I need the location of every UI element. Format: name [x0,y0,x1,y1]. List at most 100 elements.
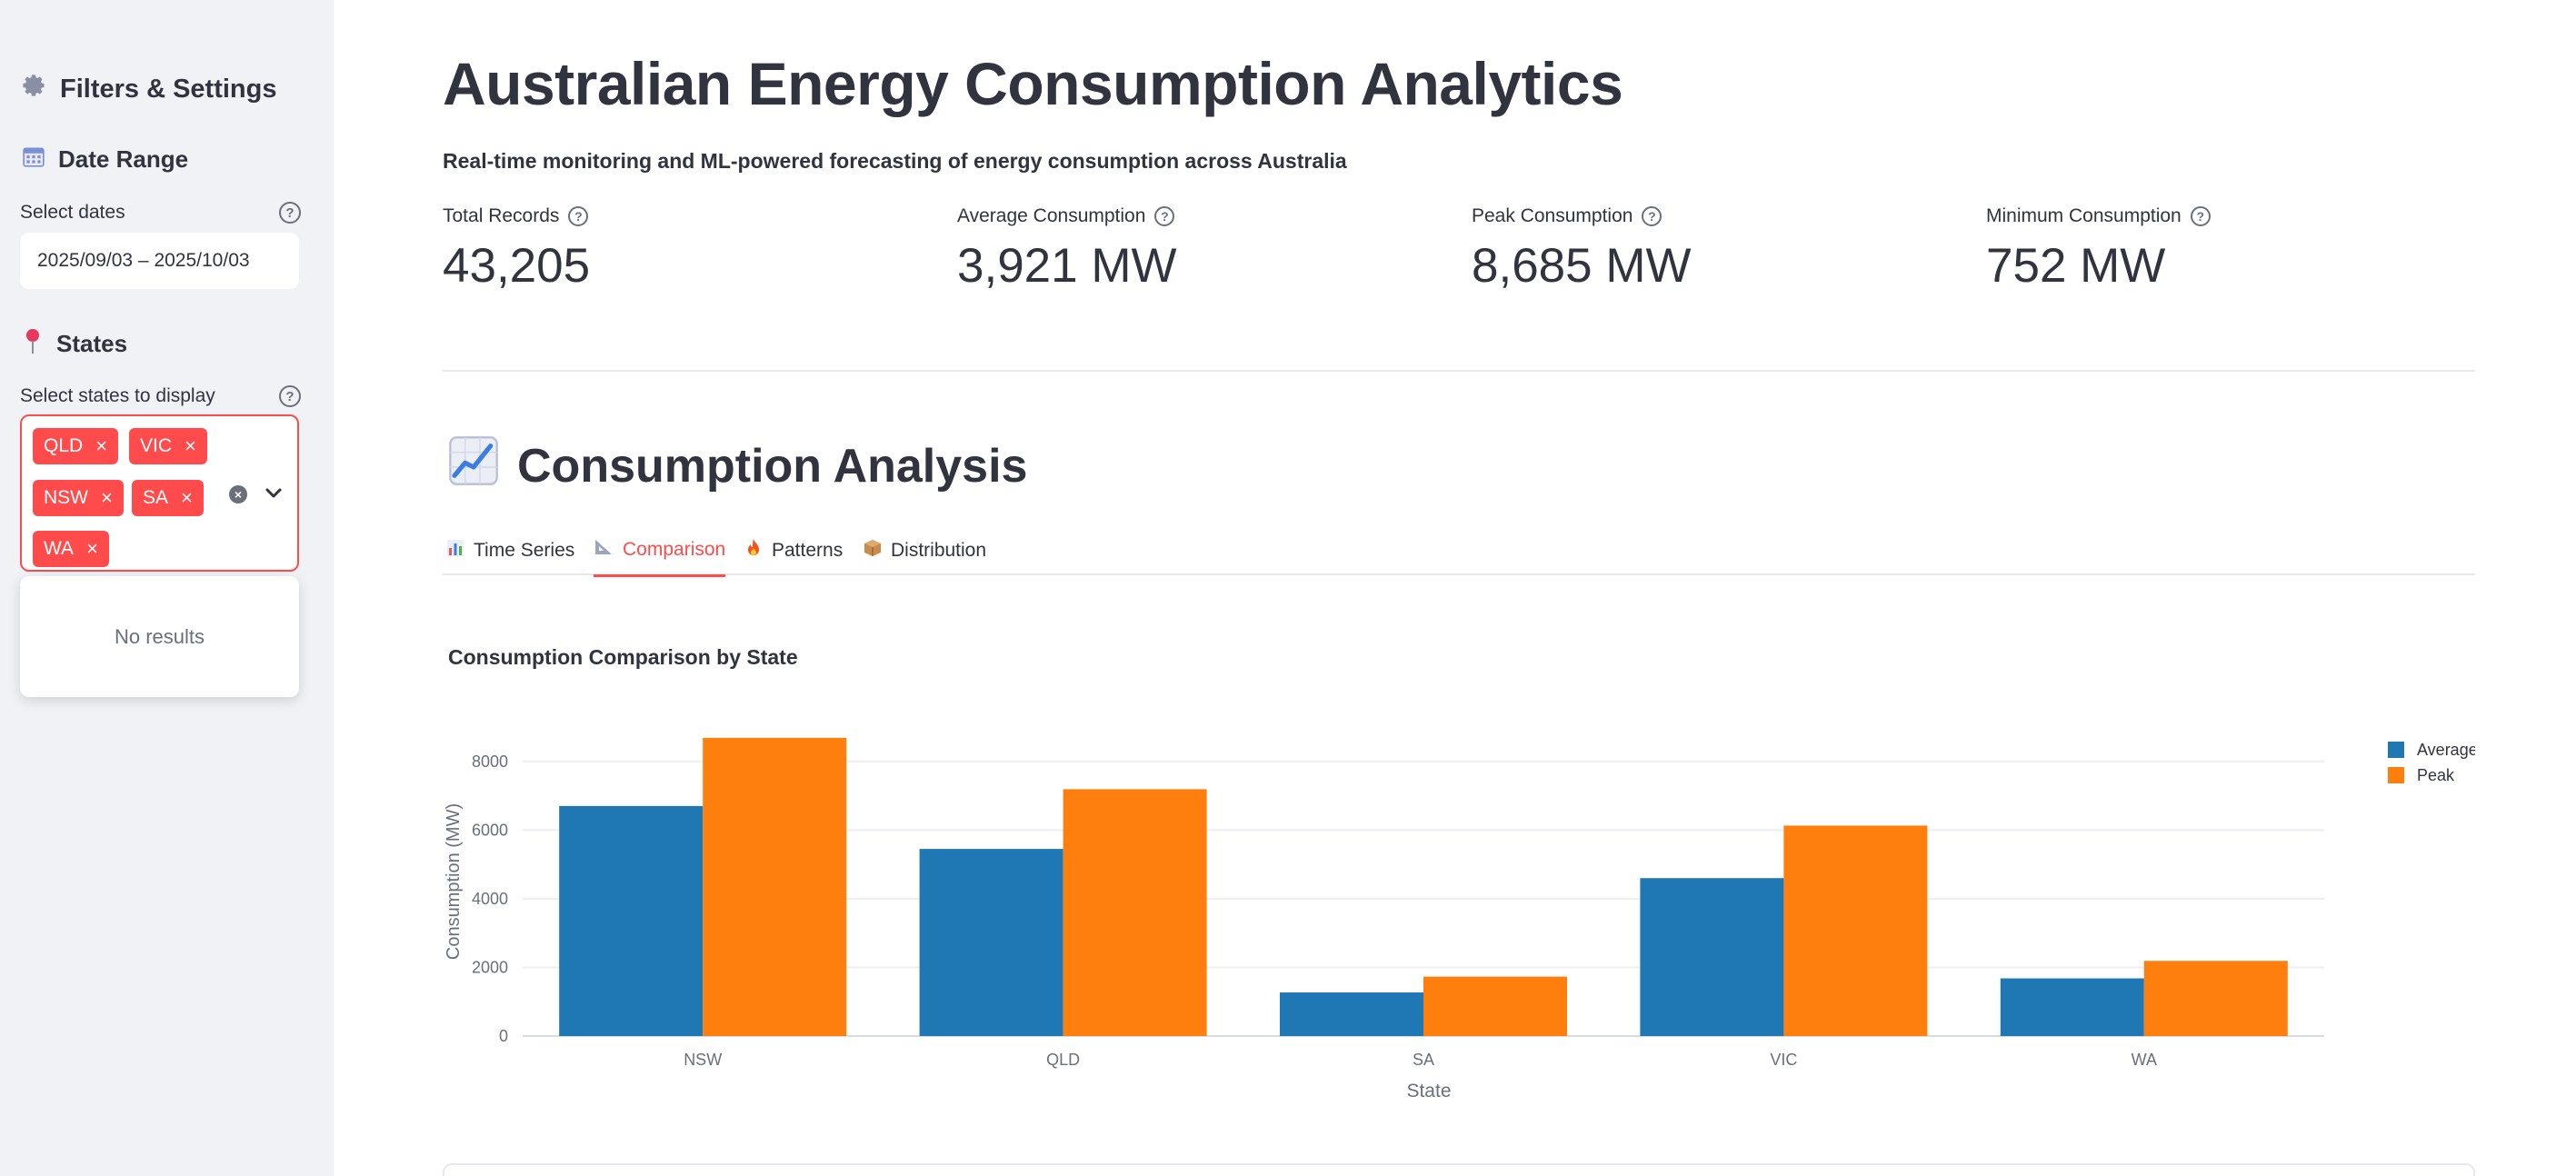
remove-chip-icon[interactable]: × [86,537,98,560]
metric-total-records: Total Records? 43,205 [443,205,590,294]
state-chip-qld[interactable]: QLD × [33,428,119,464]
comparison-chart: 0 2000 4000 6000 8000 NSW QLD SA VIC WA Consumpt… [443,709,2478,1109]
bar-average-sa[interactable] [1280,992,1423,1036]
states-heading-text: States [56,329,128,357]
sidebar: Filters & Settings Date Range Select dat… [0,0,334,1176]
chip-label: VIC [140,435,173,456]
legend-swatch-peak[interactable] [2388,767,2404,783]
chevron-down-icon[interactable] [263,482,285,503]
chart-svg: 0 2000 4000 6000 8000 NSW QLD SA VIC WA Consumpt… [444,737,2478,1101]
date-range-heading-text: Date Range [58,145,189,173]
states-multiselect[interactable]: QLD × VIC × NSW × SA × WA × × [20,414,299,572]
metric-label: Minimum Consumption [1986,205,2182,226]
y-tick-label: 2000 [472,958,508,976]
tab-label: Comparison [623,539,726,560]
metric-label: Average Consumption [957,205,1146,226]
state-chip-nsw[interactable]: NSW × [33,480,124,516]
states-heading: States [22,325,127,362]
metric-label: Peak Consumption [1472,205,1633,226]
help-icon[interactable]: ? [1154,206,1175,226]
help-icon[interactable]: ? [1642,206,1662,226]
legend: Average Peak [2388,741,2478,784]
metric-value: 752 MW [1986,239,2166,293]
date-range-value: 2025/09/03 – 2025/10/03 [37,250,250,271]
tab-comparison[interactable]: Comparison [594,525,726,577]
x-ticks: NSW QLD SA VIC WA [684,1051,2157,1069]
chip-label: WA [44,538,75,559]
state-chip-vic[interactable]: VIC × [129,428,207,464]
tab-time-series[interactable]: Time Series [446,525,574,575]
calendar-icon [22,145,45,174]
metric-value: 8,685 MW [1472,239,1692,293]
tab-label: Distribution [891,539,987,561]
tab-label: Time Series [474,539,575,561]
bar-peak-vic[interactable] [1783,825,1928,1036]
date-range-input[interactable]: 2025/09/03 – 2025/10/03 [20,233,299,289]
sidebar-title: Filters & Settings [22,71,277,107]
bottom-container [443,1163,2475,1176]
chip-label: NSW [44,487,88,508]
remove-chip-icon[interactable]: × [181,486,193,509]
y-axis-label: Consumption (MW) [444,803,464,960]
section-title-text: Consumption Analysis [517,440,1028,493]
gear-icon [22,73,47,105]
metric-average-consumption: Average Consumption? 3,921 MW [957,205,1177,294]
remove-chip-icon[interactable]: × [95,434,108,457]
chart-title: Consumption Comparison by State [448,645,798,669]
pushpin-icon [22,327,44,361]
x-tick-label: WA [2132,1051,2157,1069]
bars [559,737,2288,1036]
x-tick-label: QLD [1046,1051,1080,1069]
page-subtitle: Real-time monitoring and ML-powered fore… [443,149,1347,173]
bar-peak-wa[interactable] [2143,961,2288,1036]
select-dates-label: Select dates [20,202,125,223]
no-results-text: No results [114,624,205,648]
tab-label: Patterns [772,539,844,561]
bar-peak-qld[interactable] [1063,789,1207,1036]
legend-label-peak: Peak [2417,766,2455,784]
bar-peak-nsw[interactable] [703,737,847,1036]
bar-peak-sa[interactable] [1423,976,1567,1036]
tab-bar: Time Series Comparison Patterns Distribu… [443,525,2475,577]
sidebar-title-text: Filters & Settings [60,74,277,104]
legend-label-average: Average [2417,741,2475,759]
metric-minimum-consumption: Minimum Consumption? 752 MW [1986,205,2211,294]
metric-value: 3,921 MW [957,239,1177,293]
date-range-heading: Date Range [22,141,188,177]
x-tick-label: NSW [684,1051,722,1069]
help-icon[interactable]: ? [279,202,301,224]
y-tick-label: 8000 [472,752,508,771]
x-tick-label: VIC [1770,1051,1797,1069]
metric-peak-consumption: Peak Consumption? 8,685 MW [1472,205,1692,294]
divider [443,370,2475,372]
state-chip-wa[interactable]: WA × [33,531,109,567]
help-icon[interactable]: ? [2190,206,2211,226]
remove-chip-icon[interactable]: × [101,486,113,509]
select-states-label: Select states to display [20,385,215,406]
remove-chip-icon[interactable]: × [185,434,196,457]
x-tick-label: SA [1413,1051,1434,1069]
clear-all-icon[interactable]: × [229,485,247,503]
chip-label: QLD [44,435,84,456]
y-tick-label: 6000 [472,821,508,839]
page-title: Australian Energy Consumption Analytics [443,50,1623,117]
bar-average-nsw[interactable] [559,805,704,1036]
tab-patterns[interactable]: Patterns [744,525,843,575]
bar-average-vic[interactable] [1640,878,1784,1036]
bar-average-qld[interactable] [919,849,1063,1036]
fire-icon [744,538,763,563]
help-icon[interactable]: ? [279,385,301,407]
metric-value: 43,205 [443,239,591,293]
y-ticks: 0 2000 4000 6000 8000 [472,752,508,1045]
help-icon[interactable]: ? [568,206,589,226]
tab-distribution[interactable]: Distribution [864,525,986,575]
bar-chart-icon [446,539,464,563]
legend-swatch-average[interactable] [2388,742,2404,758]
states-dropdown: No results [20,576,299,697]
bar-average-wa[interactable] [2000,978,2144,1036]
x-axis-label: State [1406,1081,1451,1101]
y-tick-label: 0 [499,1027,508,1045]
section-title: Consumption Analysis [448,434,1027,498]
state-chip-sa[interactable]: SA × [132,480,204,516]
